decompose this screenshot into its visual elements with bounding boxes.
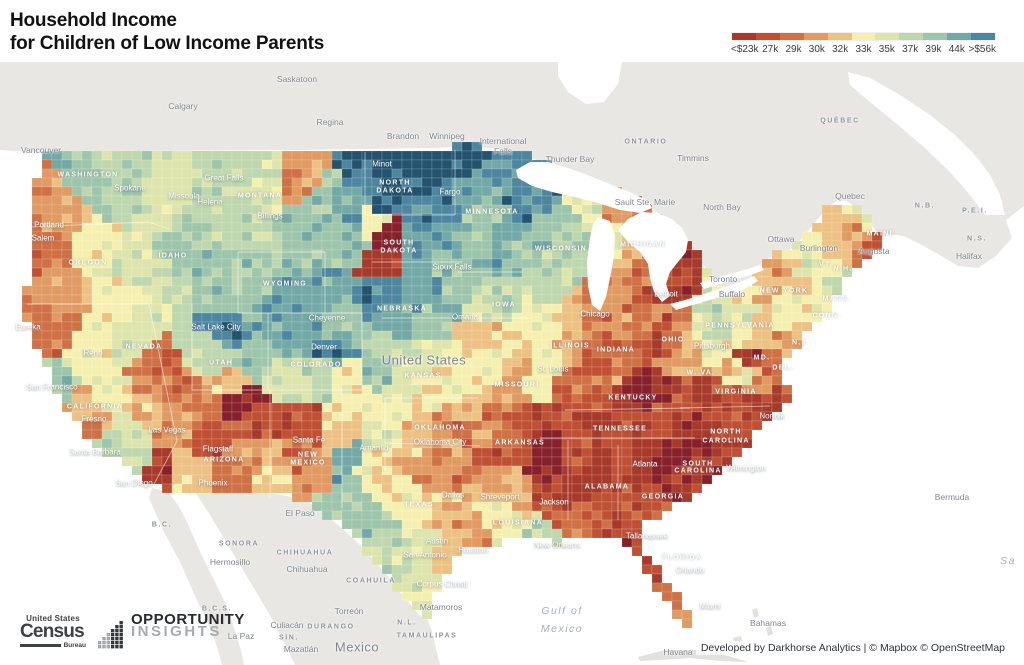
map-attribution[interactable]: Developed by Darkhorse Analytics | © Map… [695, 641, 1010, 655]
legend-color-swatch [851, 33, 876, 40]
census-logo-main: Census [20, 621, 85, 642]
legend-color-swatch [923, 33, 948, 40]
title-line-1: Household Income [10, 10, 177, 31]
legend-tick-label: 35k [878, 44, 895, 55]
legend-color-swatch [803, 33, 828, 40]
bar-chart-icon [98, 621, 123, 649]
legend-tick-label: 33k [855, 44, 872, 55]
census-logo-rule [20, 643, 61, 648]
census-bureau-logo: United States Census Bureau [20, 614, 86, 649]
oi-line-1: OPPORTUNITY [131, 611, 245, 628]
opportunity-insights-logo: OPPORTUNITY INSIGHTS [98, 611, 245, 650]
title-line-2: for Children of Low Income Parents [10, 33, 325, 54]
legend-tick-label: <$23k [731, 44, 759, 55]
page-title: Household Income for Children of Low Inc… [10, 9, 324, 55]
oi-line-2: INSIGHTS [131, 623, 222, 640]
legend-color-swatch [827, 33, 852, 40]
legend-color-swatch [732, 33, 756, 40]
opportunity-insights-wordmark: OPPORTUNITY INSIGHTS [131, 611, 245, 640]
census-logo-bottom: Bureau [20, 642, 86, 649]
legend-color-swatch [971, 33, 995, 40]
legend-tick-label: 39k [925, 44, 942, 55]
income-color-legend: <$23k 27k 29k 30k 32k 33k 35k 37k 39k 44k >$56k [731, 32, 996, 55]
census-logo-top: United States [26, 614, 80, 623]
legend-tick-label: 32k [832, 44, 849, 55]
legend-tick-label: 30k [808, 44, 825, 55]
legend-color-swatch [899, 33, 924, 40]
legend-color-swatch [779, 33, 804, 40]
legend-color-ramp [731, 32, 996, 41]
legend-color-swatch [947, 33, 972, 40]
legend-tick-labels: <$23k 27k 29k 30k 32k 33k 35k 37k 39k 44k >$56k [731, 44, 996, 55]
legend-tick-label: 29k [785, 44, 802, 55]
legend-tick-label: >$56k [968, 44, 997, 55]
footer-logos: United States Census Bureau OPPORTUNITY … [20, 611, 245, 650]
census-logo-bureau: Bureau [63, 642, 86, 649]
legend-color-swatch [875, 33, 900, 40]
legend-tick-label: 44k [948, 44, 965, 55]
legend-color-swatch [755, 33, 780, 40]
legend-tick-label: 27k [762, 44, 779, 55]
legend-tick-label: 37k [902, 44, 919, 55]
